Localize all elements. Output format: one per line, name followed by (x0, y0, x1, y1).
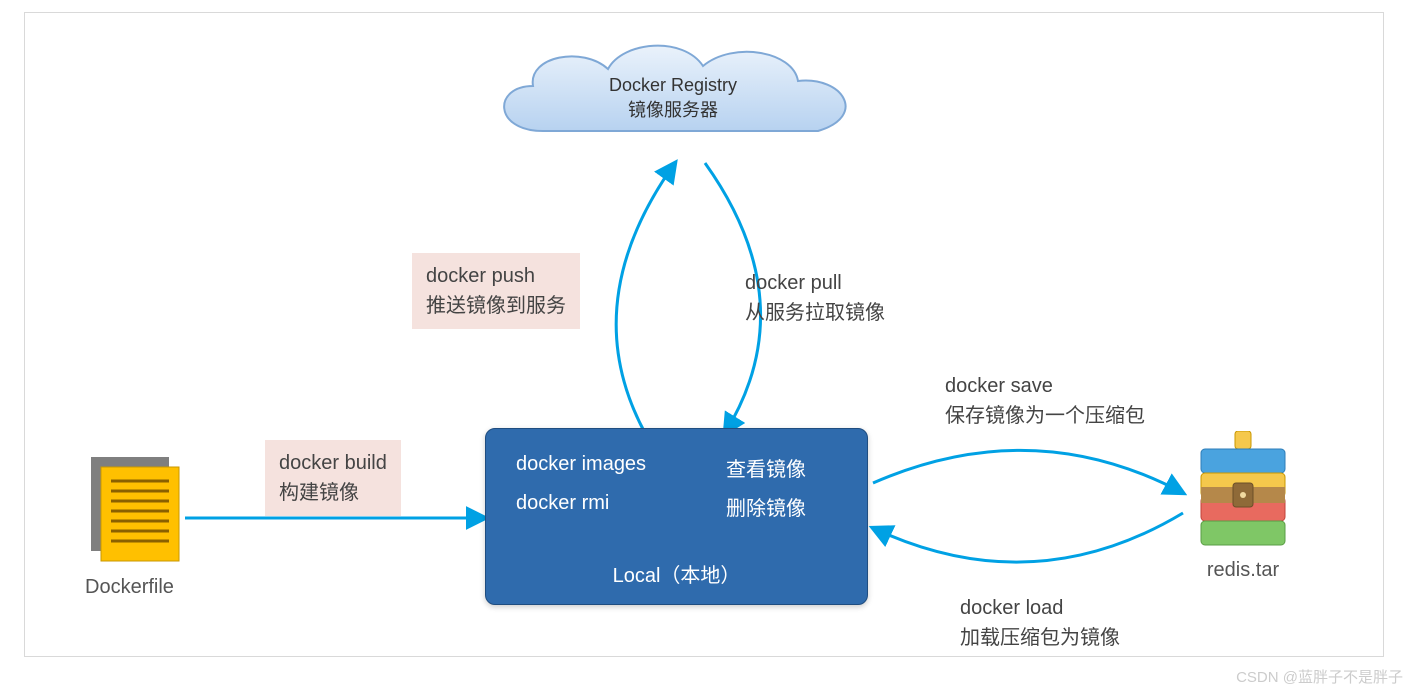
pull-cmd: docker pull (745, 268, 885, 298)
save-cmd: docker save (945, 371, 1145, 401)
push-desc: 推送镜像到服务 (426, 291, 566, 321)
load-label: docker load 加载压缩包为镜像 (960, 593, 1120, 653)
push-cmd: docker push (426, 261, 566, 291)
save-label: docker save 保存镜像为一个压缩包 (945, 371, 1145, 431)
build-label: docker build 构建镜像 (265, 440, 401, 516)
push-label: docker push 推送镜像到服务 (412, 253, 580, 329)
dockerfile-node: Dockerfile (85, 453, 195, 599)
registry-subtitle: 镜像服务器 (473, 98, 873, 123)
local-rmi-cmd: docker rmi (516, 492, 726, 521)
tar-node: redis.tar (1183, 431, 1303, 582)
archive-icon (1193, 431, 1293, 546)
local-box: docker images 查看镜像 docker rmi 删除镜像 Local… (485, 428, 868, 605)
dockerfile-caption: Dockerfile (85, 576, 195, 599)
registry-cloud: Docker Registry 镜像服务器 (473, 31, 873, 161)
dockerfile-icon (85, 453, 185, 563)
pull-label: docker pull 从服务拉取镜像 (745, 268, 885, 328)
tar-caption: redis.tar (1183, 559, 1303, 582)
save-load-arrows (868, 433, 1198, 593)
build-desc: 构建镜像 (279, 478, 387, 508)
registry-title: Docker Registry (473, 73, 873, 98)
local-images-cmd: docker images (516, 453, 726, 482)
save-desc: 保存镜像为一个压缩包 (945, 401, 1145, 431)
load-desc: 加载压缩包为镜像 (960, 623, 1120, 653)
load-cmd: docker load (960, 593, 1120, 623)
watermark: CSDN @蓝胖子不是胖子 (1236, 666, 1403, 687)
pull-desc: 从服务拉取镜像 (745, 298, 885, 328)
build-cmd: docker build (279, 448, 387, 478)
local-images-desc: 查看镜像 (726, 453, 806, 482)
diagram-frame: Docker Registry 镜像服务器 docker push 推送镜像到服… (24, 12, 1384, 657)
local-title: Local（本地） (516, 559, 837, 588)
local-rmi-desc: 删除镜像 (726, 492, 806, 521)
